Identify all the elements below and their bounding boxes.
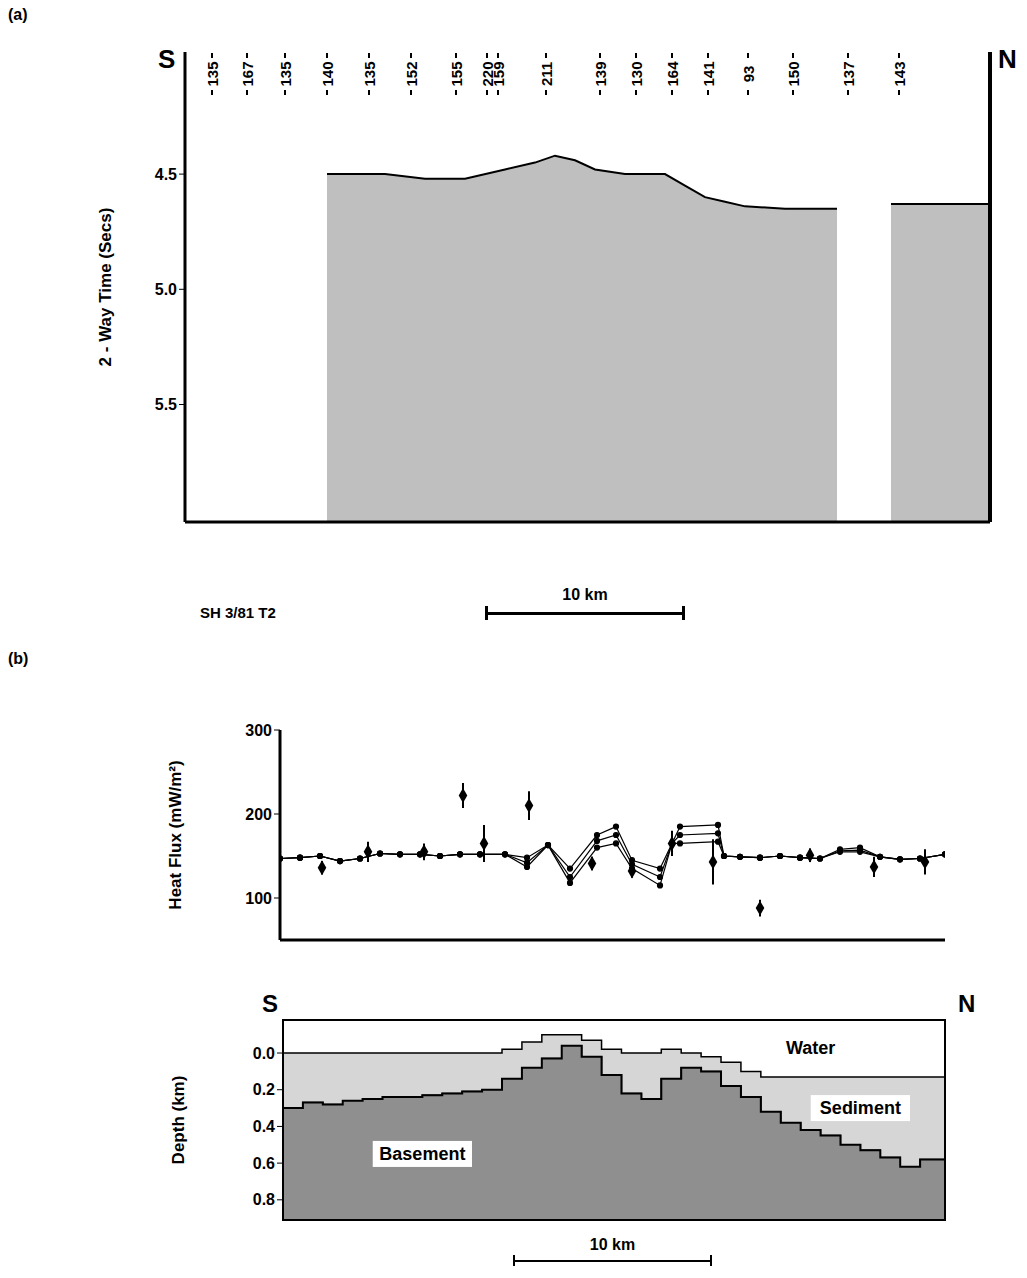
svg-text:Depth (km): Depth (km) xyxy=(169,1076,188,1165)
svg-text:135: 135 xyxy=(277,61,294,86)
html-text:10 km: 10 km xyxy=(562,586,608,603)
html-text:N: N xyxy=(958,990,976,1017)
svg-text:135: 135 xyxy=(361,61,378,86)
svg-text:164: 164 xyxy=(664,61,681,87)
svg-text:5.0: 5.0 xyxy=(155,281,177,298)
svg-text:5.5: 5.5 xyxy=(155,396,177,413)
svg-text:0.6: 0.6 xyxy=(253,1155,275,1172)
svg-text:0.8: 0.8 xyxy=(253,1191,275,1208)
svg-text:143: 143 xyxy=(891,61,908,86)
svg-text:Basement: Basement xyxy=(379,1144,465,1164)
svg-text:100: 100 xyxy=(245,890,272,907)
svg-text:139: 139 xyxy=(592,61,609,86)
svg-text:159: 159 xyxy=(490,61,507,86)
svg-text:0.4: 0.4 xyxy=(253,1118,275,1135)
svg-text:93: 93 xyxy=(740,66,757,83)
html-text:SH 3/81 T2: SH 3/81 T2 xyxy=(200,604,276,621)
svg-text:2 - Way Time (Secs): 2 - Way Time (Secs) xyxy=(96,208,115,367)
svg-text:211: 211 xyxy=(538,62,555,86)
svg-text:220: 220 xyxy=(478,61,496,87)
svg-text:0.0: 0.0 xyxy=(253,1045,275,1062)
svg-text:0.2: 0.2 xyxy=(253,1081,275,1098)
html-text:(b): (b) xyxy=(8,650,29,667)
html-text:10 km: 10 km xyxy=(589,1236,636,1253)
svg-text:130: 130 xyxy=(628,61,645,86)
html-text:N: N xyxy=(998,44,1017,74)
html-text:(a): (a) xyxy=(8,6,28,23)
svg-text:135: 135 xyxy=(204,61,221,86)
svg-text:300: 300 xyxy=(245,722,272,739)
svg-text:155: 155 xyxy=(448,61,465,86)
svg-text:4.5: 4.5 xyxy=(155,166,177,183)
svg-text:140: 140 xyxy=(319,61,336,86)
svg-text:152: 152 xyxy=(403,61,420,86)
svg-text:Sediment: Sediment xyxy=(820,1098,901,1118)
svg-text:137: 137 xyxy=(840,61,857,86)
svg-text:200: 200 xyxy=(245,806,272,823)
svg-text:Heat Flux (mW/m²): Heat Flux (mW/m²) xyxy=(166,760,185,909)
svg-text:167: 167 xyxy=(239,61,256,86)
svg-text:150: 150 xyxy=(785,61,802,86)
html-text:S: S xyxy=(158,44,176,74)
html-text:S: S xyxy=(262,990,278,1017)
svg-text:141: 141 xyxy=(700,61,717,86)
svg-text:Water: Water xyxy=(786,1038,835,1058)
